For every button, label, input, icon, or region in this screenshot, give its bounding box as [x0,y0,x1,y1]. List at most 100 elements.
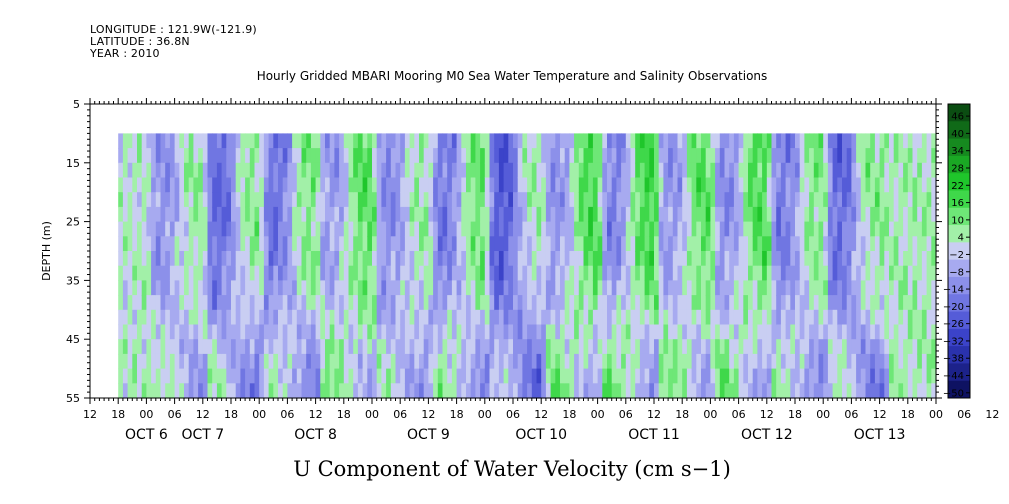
heatmap-cell [207,383,213,399]
heatmap-cell [719,133,726,149]
heatmap-cell [513,162,519,179]
heatmap-cell [752,148,758,164]
heatmap-cell [132,265,138,281]
heatmap-cell [686,353,693,370]
heatmap-cell [353,221,359,237]
heatmap-cell [174,295,180,311]
heatmap-cell [588,251,594,267]
heatmap-cell [315,192,321,208]
colorbar-swatch [948,363,970,382]
heatmap-cell [268,236,274,252]
heatmap-cell [564,236,570,252]
heatmap-cell [837,295,843,311]
heatmap-cell [555,309,561,326]
heatmap-cell [221,309,227,326]
heatmap-cell [484,324,491,340]
heatmap-cell [292,339,298,355]
heatmap-cell [310,353,317,370]
heatmap-cell [301,324,307,340]
heatmap-cell [235,251,241,267]
heatmap-cell [588,339,594,355]
heatmap-cell [686,368,693,384]
heatmap-cell [583,251,589,267]
heatmap-cell [809,353,815,370]
heatmap-cell [475,148,481,164]
heatmap-cell [456,324,462,340]
heatmap-cell [560,162,566,179]
heatmap-cell [823,162,829,179]
heatmap-cell [353,265,359,281]
heatmap-cell [231,383,237,399]
heatmap-cell [588,324,594,340]
heatmap-cell [884,309,890,326]
heatmap-cell [635,368,641,384]
heatmap-cell [296,206,303,223]
heatmap-cell [343,339,350,355]
heatmap-cell [263,192,270,208]
heatmap-cell [231,280,237,296]
heatmap-cell [423,324,429,340]
heatmap-cell [404,177,411,193]
heatmap-cell [818,177,824,193]
heatmap-cell [578,324,585,340]
heatmap-cell [381,206,387,223]
heatmap-cell [724,324,730,340]
heatmap-cell [860,309,867,326]
heatmap-cell [635,236,641,252]
heatmap-cell [235,383,241,399]
heatmap-cell [564,133,570,149]
heatmap-cell [611,192,617,208]
heatmap-cell [386,192,392,208]
heatmap-cell [268,148,274,164]
heatmap-cell [785,133,791,149]
x-tick-label: 00 [929,408,943,421]
heatmap-cell [926,265,932,281]
heatmap-cell [141,368,147,384]
heatmap-cell [503,324,509,340]
heatmap-cell [686,265,693,281]
heatmap-cell [809,177,815,193]
heatmap-cell [221,221,227,237]
heatmap-cell [456,353,462,370]
heatmap-cell [480,236,486,252]
heatmap-cell [780,162,787,179]
heatmap-cell [461,324,467,340]
heatmap-cell [701,236,707,252]
heatmap-cell [592,265,599,281]
heatmap-cell [790,206,796,223]
heatmap-cell [513,265,519,281]
heatmap-cell [498,309,505,326]
heatmap-cell [160,162,166,179]
heatmap-cell [456,162,462,179]
heatmap-cell [597,148,603,164]
heatmap-cell [339,339,345,355]
heatmap-cell [860,251,867,267]
heatmap-cell [757,339,763,355]
heatmap-cell [893,162,899,179]
heatmap-cell [865,162,871,179]
heatmap-cell [823,192,829,208]
heatmap-cell [733,236,740,252]
heatmap-cell [188,339,194,355]
heatmap-cell [381,265,387,281]
heatmap-cell [907,324,914,340]
heatmap-cell [771,324,777,340]
heatmap-cell [686,251,693,267]
heatmap-cell [282,324,288,340]
heatmap-cell [362,295,368,311]
heatmap-cell [475,177,481,193]
heatmap-cell [663,280,669,296]
heatmap-cell [766,339,773,355]
heatmap-cell [480,221,486,237]
heatmap-cell [818,280,824,296]
heatmap-cell [400,221,406,237]
heatmap-cell [729,265,735,281]
y-tick-label: 25 [66,216,80,229]
heatmap-cell [212,148,218,164]
heatmap-cell [343,368,350,384]
heatmap-cell [174,162,180,179]
heatmap-cell [447,324,453,340]
heatmap-cell [202,251,209,267]
heatmap-cell [701,162,707,179]
heatmap-cell [259,339,265,355]
